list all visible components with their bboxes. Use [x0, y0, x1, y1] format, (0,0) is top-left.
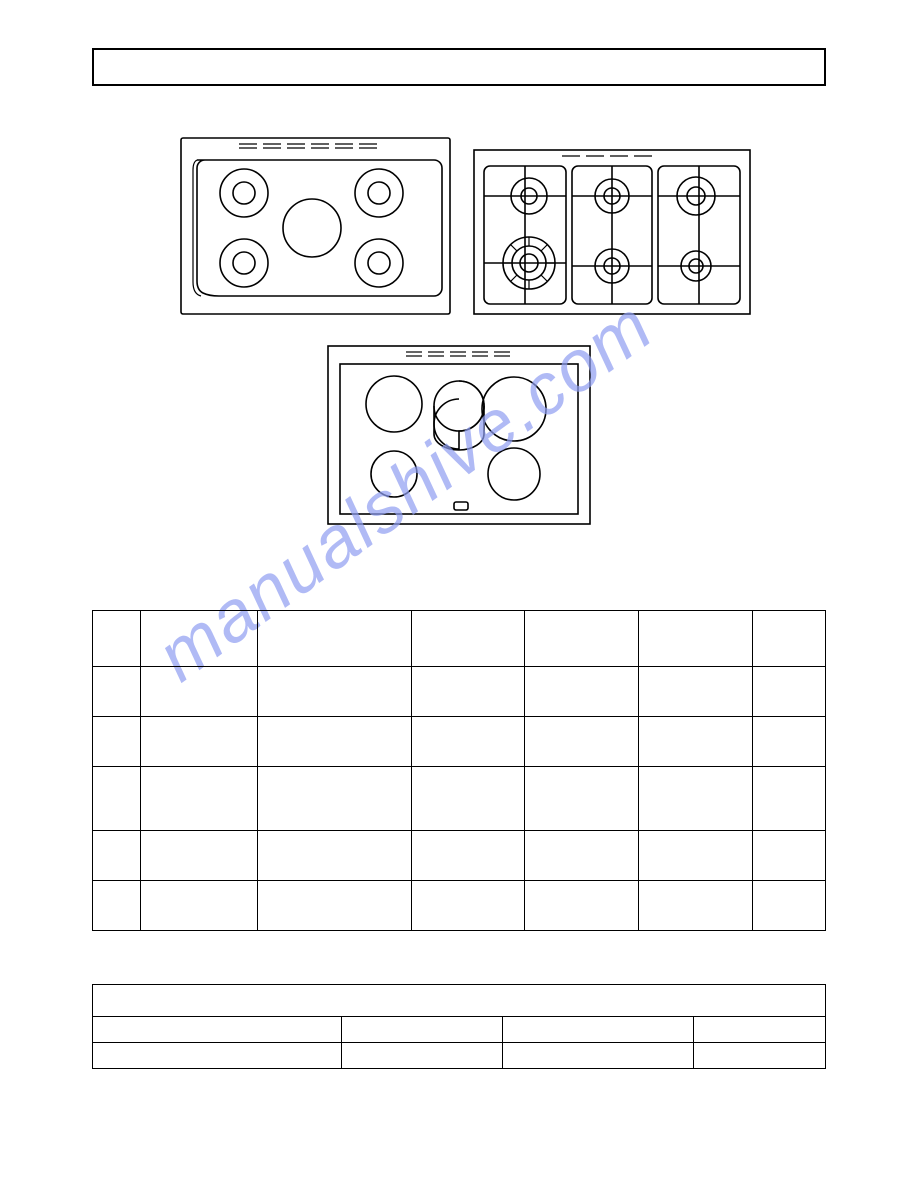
cell: [752, 611, 825, 667]
cell: [639, 611, 753, 667]
cell: [694, 1017, 826, 1043]
cell: [93, 831, 141, 881]
cell: [411, 717, 525, 767]
page: manualshive.com: [0, 0, 918, 1188]
cell: [257, 667, 411, 717]
cell: [639, 717, 753, 767]
spec-table-2: [92, 984, 826, 1069]
cell: [93, 767, 141, 831]
cell: [752, 717, 825, 767]
cooktop-right-grate: [472, 148, 752, 316]
cell: [257, 881, 411, 931]
cell: [411, 667, 525, 717]
cell: [525, 831, 639, 881]
cell: [140, 611, 257, 667]
table-row: [93, 667, 826, 717]
cell: [93, 1043, 342, 1069]
cell: [752, 881, 825, 931]
cell: [257, 717, 411, 767]
table-row: [93, 717, 826, 767]
cell: [93, 1017, 342, 1043]
cell: [140, 667, 257, 717]
cell: [93, 717, 141, 767]
cell: [93, 985, 826, 1017]
cell: [342, 1017, 503, 1043]
title-bar: [92, 48, 826, 86]
cell: [140, 767, 257, 831]
cell: [503, 1017, 694, 1043]
cell: [639, 667, 753, 717]
cooktop-center-ceramic: [326, 344, 592, 526]
cell: [93, 881, 141, 931]
table-row: [93, 1043, 826, 1069]
table-row: [93, 831, 826, 881]
cell: [140, 717, 257, 767]
cell: [411, 881, 525, 931]
cell: [93, 611, 141, 667]
cell: [525, 611, 639, 667]
cell: [639, 881, 753, 931]
cell: [140, 881, 257, 931]
cooktop-left-gas: [179, 136, 452, 316]
cell: [525, 717, 639, 767]
cell: [525, 881, 639, 931]
cell: [639, 831, 753, 881]
cell: [525, 767, 639, 831]
cell: [525, 667, 639, 717]
cell: [411, 611, 525, 667]
table-row: [93, 881, 826, 931]
cell: [752, 767, 825, 831]
cell: [257, 767, 411, 831]
cell: [342, 1043, 503, 1069]
table-row: [93, 611, 826, 667]
cell: [257, 831, 411, 881]
cell: [140, 831, 257, 881]
cell: [752, 831, 825, 881]
cell: [93, 667, 141, 717]
cell: [257, 611, 411, 667]
cell: [752, 667, 825, 717]
table-row: [93, 1017, 826, 1043]
table-row: [93, 767, 826, 831]
cell: [411, 831, 525, 881]
cell: [503, 1043, 694, 1069]
cell: [411, 767, 525, 831]
cell: [694, 1043, 826, 1069]
table-row: [93, 985, 826, 1017]
spec-table-1: [92, 610, 826, 931]
cell: [639, 767, 753, 831]
